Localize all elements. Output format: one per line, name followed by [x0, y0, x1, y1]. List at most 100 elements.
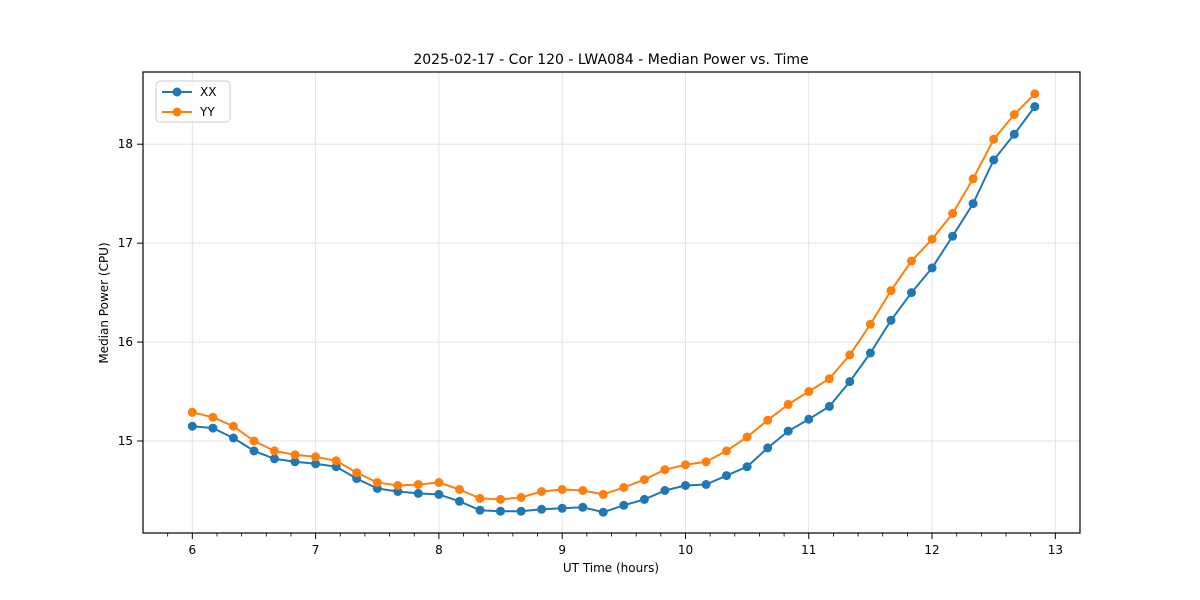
legend-label-YY: YY	[199, 105, 215, 119]
data-point-YY	[722, 446, 731, 456]
data-point-YY	[311, 452, 321, 462]
data-point-YY	[352, 468, 362, 478]
data-point-YY	[804, 387, 814, 396]
data-point-YY	[598, 489, 608, 499]
data-point-YY	[393, 481, 403, 490]
data-point-XX	[701, 480, 711, 489]
data-point-YY	[639, 475, 649, 485]
data-point-YY	[763, 415, 773, 425]
data-point-YY	[968, 174, 978, 184]
data-point-XX	[228, 433, 238, 443]
data-point-XX	[989, 155, 999, 165]
data-point-XX	[907, 288, 916, 298]
data-point-XX	[290, 457, 300, 467]
x-tick-label: 6	[188, 543, 196, 557]
data-point-YY	[208, 412, 218, 422]
data-point-XX	[311, 459, 321, 469]
data-point-YY	[331, 456, 341, 466]
data-point-XX	[804, 414, 814, 424]
legend-label-XX: XX	[200, 85, 216, 99]
data-point-YY	[742, 432, 752, 442]
data-point-XX	[516, 506, 526, 516]
legend: XX YY	[155, 80, 231, 123]
data-point-YY	[701, 457, 711, 467]
chart-title: 2025-02-17 - Cor 120 - LWA084 - Median P…	[413, 52, 808, 68]
y-tick-label: 18	[118, 137, 133, 151]
data-point-XX	[270, 454, 279, 464]
data-point-YY	[824, 374, 834, 384]
legend-box	[155, 80, 231, 123]
x-tick-label: 7	[312, 543, 320, 557]
data-point-XX	[948, 231, 958, 241]
data-point-XX	[722, 471, 731, 481]
x-tick-label: 10	[678, 543, 693, 557]
data-point-YY	[1009, 110, 1019, 119]
data-point-YY	[290, 450, 300, 460]
data-point-YY	[537, 487, 547, 496]
tick-layer: 6 7 8 9 10 11 12 13 15 16 17 18	[118, 137, 1063, 557]
data-point-YY	[927, 234, 937, 244]
data-point-XX	[475, 505, 485, 515]
plot-border	[142, 71, 1081, 534]
data-point-XX	[434, 489, 444, 499]
data-point-XX	[660, 486, 670, 495]
data-point-YY	[989, 134, 999, 144]
legend-marker-YY	[172, 107, 182, 117]
data-point-YY	[434, 478, 444, 487]
data-point-XX	[968, 199, 978, 209]
x-axis-label: UT Time (hours)	[563, 561, 659, 575]
data-point-YY	[845, 350, 855, 360]
data-point-XX	[763, 443, 773, 453]
data-point-XX	[1030, 102, 1040, 112]
grid-layer	[143, 72, 1080, 533]
data-point-YY	[413, 480, 423, 489]
data-point-XX	[598, 507, 608, 517]
x-tick-label: 13	[1048, 543, 1063, 557]
data-point-XX	[187, 421, 197, 431]
data-point-YY	[1030, 89, 1040, 99]
y-axis-label: Median Power (CPU)	[97, 242, 111, 363]
series-layer	[187, 89, 1040, 517]
data-point-XX	[413, 488, 423, 498]
data-point-XX	[824, 401, 834, 411]
data-point-XX	[537, 504, 547, 514]
x-tick-label: 12	[924, 543, 939, 557]
data-point-YY	[228, 421, 238, 431]
x-tick-label: 8	[435, 543, 443, 557]
data-point-XX	[455, 496, 464, 506]
y-tick-label: 16	[118, 335, 133, 349]
y-tick-label: 17	[118, 236, 133, 250]
data-point-XX	[681, 481, 690, 490]
data-point-XX	[619, 500, 629, 510]
data-point-XX	[557, 503, 567, 513]
data-point-YY	[619, 483, 629, 492]
data-point-YY	[578, 486, 588, 495]
data-point-XX	[578, 502, 588, 512]
data-point-XX	[639, 494, 649, 504]
data-point-YY	[783, 399, 793, 409]
data-point-YY	[907, 256, 916, 266]
data-point-XX	[783, 426, 793, 436]
data-point-YY	[249, 436, 259, 446]
data-point-XX	[1009, 129, 1019, 139]
x-tick-label: 9	[558, 543, 566, 557]
legend-marker-XX	[172, 87, 182, 97]
data-point-YY	[270, 446, 279, 456]
data-point-XX	[927, 263, 937, 273]
data-point-YY	[660, 465, 670, 475]
data-point-XX	[886, 315, 896, 325]
data-point-YY	[886, 286, 896, 296]
data-point-YY	[496, 494, 505, 504]
data-point-XX	[208, 423, 218, 433]
data-point-XX	[865, 348, 875, 358]
data-point-XX	[845, 377, 855, 387]
y-tick-label: 15	[118, 434, 133, 448]
series-line-XX	[192, 106, 1036, 514]
x-tick-label: 11	[801, 543, 816, 557]
data-point-YY	[681, 460, 690, 470]
data-point-YY	[187, 407, 197, 417]
data-point-YY	[455, 485, 464, 494]
data-point-YY	[475, 493, 485, 503]
